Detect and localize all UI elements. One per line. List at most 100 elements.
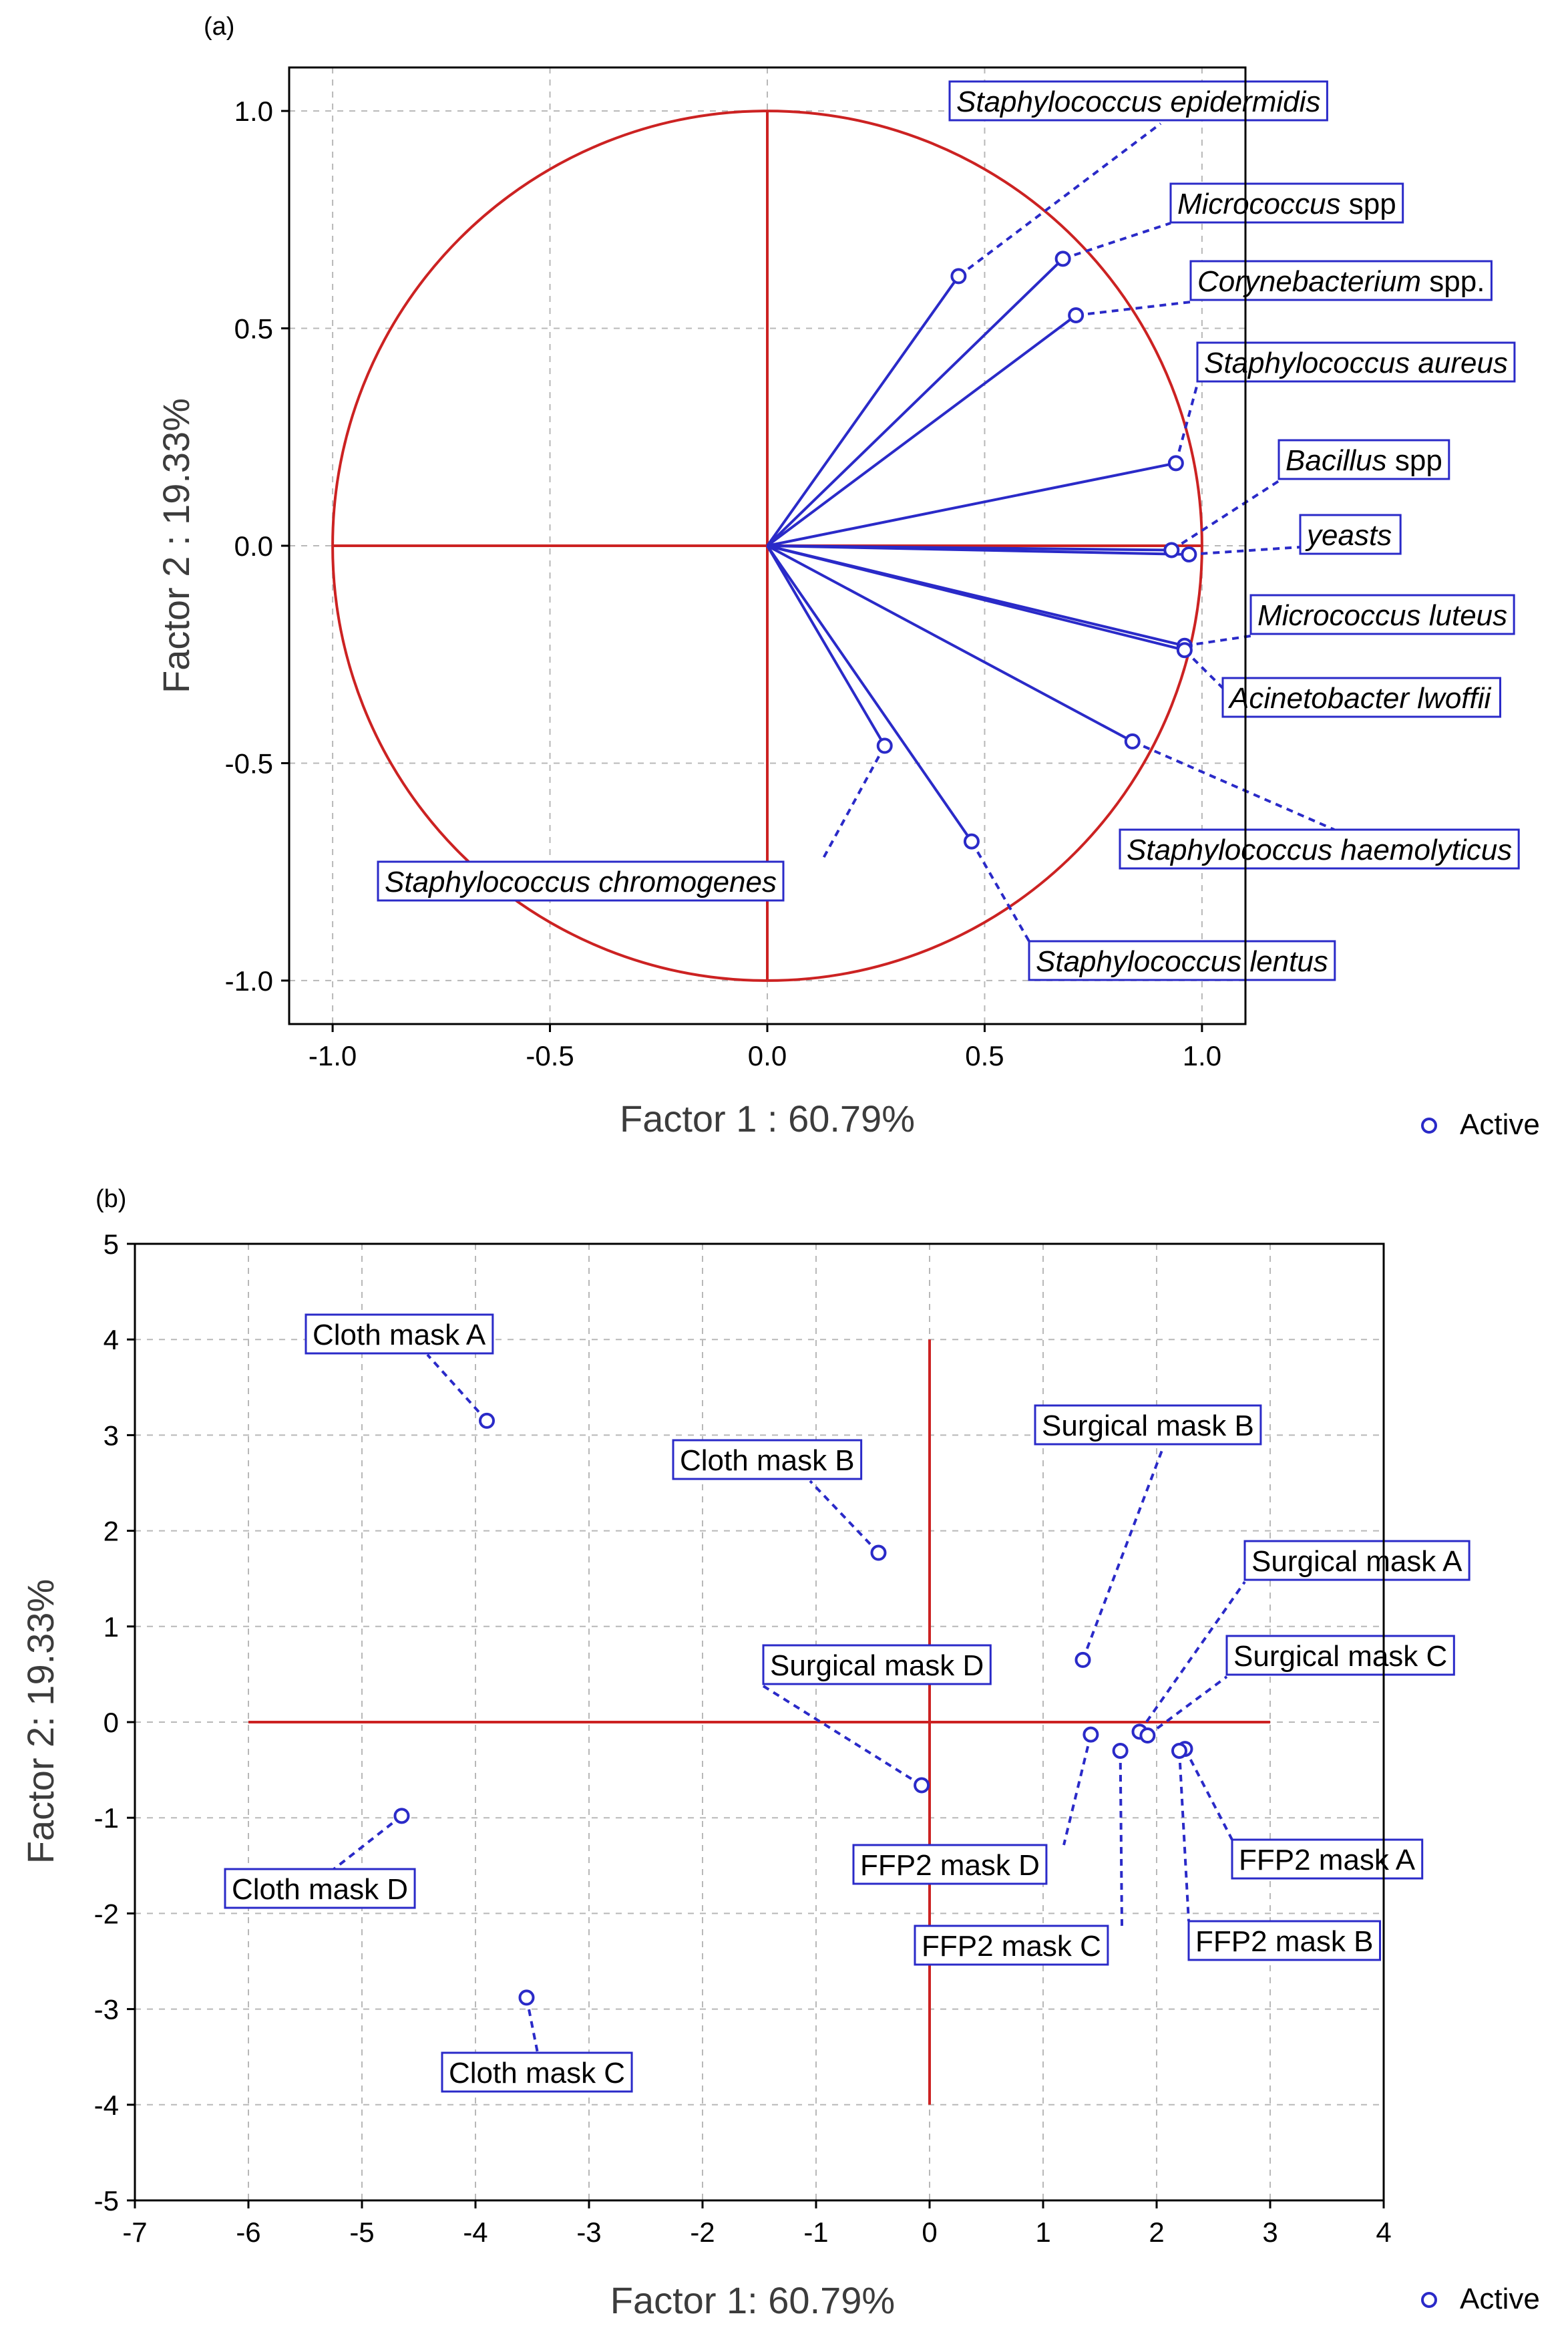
panel-b-labels: Cloth mask A Cloth mask B Cloth mask C Clot… bbox=[224, 1313, 1471, 2093]
label-box-surgical-mask-b bbox=[1034, 1404, 1262, 1446]
b-x-tick-label: 0 bbox=[922, 2216, 937, 2248]
label-part: spp. bbox=[1421, 265, 1485, 298]
label-box-staphylococcus-haemolyticus bbox=[1119, 828, 1520, 870]
label-staphylococcus-lentus: Staphylococcus lentus bbox=[1028, 940, 1336, 981]
label-part: Cloth mask D bbox=[232, 1873, 408, 1906]
b-x-tick-label: 2 bbox=[1149, 2216, 1164, 2248]
label-box-cloth-mask-d bbox=[224, 1868, 416, 1909]
panel-b-legend-label: Active bbox=[1460, 2283, 1540, 2315]
label-ffp2-mask-a: FFP2 mask A bbox=[1231, 1838, 1424, 1880]
panel-a-y-axis-title: Factor 2 : 19.33% bbox=[155, 398, 197, 693]
a-x-tick-label: -1.0 bbox=[309, 1040, 357, 1071]
label-text-cloth-mask-d: Cloth mask D bbox=[232, 1873, 408, 1906]
point-cloth-mask-b bbox=[870, 1544, 887, 1561]
leader-bacillus-spp bbox=[1171, 480, 1280, 552]
label-text-micrococcus-spp: Micrococcus spp bbox=[1177, 188, 1396, 220]
label-text-bacillus-spp: Bacillus spp bbox=[1286, 444, 1442, 477]
point-micrococcus-spp bbox=[1054, 251, 1071, 267]
label-ffp2-mask-d: FFP2 mask D bbox=[852, 1844, 1048, 1885]
label-text-ffp2-mask-d: FFP2 mask D bbox=[860, 1849, 1040, 1882]
a-y-tick-label: -0.5 bbox=[225, 747, 273, 779]
label-part: FFP2 mask A bbox=[1239, 1844, 1416, 1876]
label-box-ffp2-mask-a bbox=[1231, 1838, 1424, 1880]
a-x-tick-label: -0.5 bbox=[526, 1040, 574, 1071]
panel-b-reference-lines bbox=[248, 1339, 1270, 2105]
label-box-staphylococcus-chromogenes bbox=[377, 860, 785, 902]
label-part: FFP2 mask B bbox=[1195, 1925, 1374, 1958]
point-cloth-mask-a bbox=[479, 1412, 495, 1429]
b-y-tick-label: 4 bbox=[104, 1324, 119, 1355]
label-staphylococcus-chromogenes: Staphylococcus chromogenes bbox=[377, 860, 785, 902]
label-part: spp bbox=[1341, 188, 1396, 220]
vector-staphylococcus-chromogenes bbox=[766, 544, 886, 747]
label-cloth-mask-d: Cloth mask D bbox=[224, 1868, 416, 1909]
panel-b-points bbox=[393, 1412, 1193, 2006]
label-part: Staphylococcus haemolyticus bbox=[1127, 834, 1512, 866]
label-box-surgical-mask-c bbox=[1225, 1635, 1455, 1676]
b-x-tick-label: 3 bbox=[1262, 2216, 1278, 2248]
label-box-surgical-mask-a bbox=[1243, 1540, 1471, 1581]
panel-a-legend-marker bbox=[1421, 1118, 1437, 1134]
b-x-tick-label: 4 bbox=[1376, 2216, 1391, 2248]
label-cloth-mask-a: Cloth mask A bbox=[305, 1313, 494, 1355]
point-staphylococcus-chromogenes bbox=[876, 737, 893, 754]
label-ffp2-mask-b: FFP2 mask B bbox=[1187, 1920, 1381, 1961]
label-part: Staphylococcus lentus bbox=[1036, 945, 1328, 978]
label-text-surgical-mask-d: Surgical mask D bbox=[770, 1649, 984, 1682]
label-part: Acinetobacter lwoffii bbox=[1227, 682, 1492, 715]
panel-a-vectors bbox=[766, 257, 1189, 842]
unit-circle bbox=[331, 110, 1203, 982]
label-text-staphylococcus-epidermidis: Staphylococcus epidermidis bbox=[956, 86, 1320, 118]
leader-cloth-mask-d bbox=[333, 1814, 403, 1870]
leader-surgical-mask-b bbox=[1081, 1446, 1165, 1661]
label-text-ffp2-mask-c: FFP2 mask C bbox=[922, 1930, 1101, 1963]
label-box-corynebacterium-spp bbox=[1189, 260, 1493, 301]
label-part: Micrococcus luteus bbox=[1257, 599, 1507, 632]
label-box-ffp2-mask-b bbox=[1187, 1920, 1381, 1961]
panel-a-y-ticks: -1.0 -0.5 0.0 0.5 1.0 bbox=[225, 96, 289, 997]
a-y-tick-label: 0.0 bbox=[234, 530, 273, 562]
leader-staphylococcus-epidermidis bbox=[958, 122, 1162, 278]
b-x-tick-label: -6 bbox=[236, 2216, 260, 2248]
a-x-tick-label: 1.0 bbox=[1183, 1040, 1221, 1071]
label-box-bacillus-spp bbox=[1278, 439, 1450, 480]
vector-micrococcus-spp bbox=[766, 257, 1064, 547]
point-yeasts bbox=[1181, 546, 1197, 563]
panel-a-legend-label: Active bbox=[1460, 1108, 1540, 1141]
a-y-tick-label: 1.0 bbox=[234, 96, 273, 127]
label-corynebacterium-spp: Corynebacterium spp. bbox=[1189, 260, 1493, 301]
label-staphylococcus-haemolyticus: Staphylococcus haemolyticus bbox=[1119, 828, 1520, 870]
label-part: Surgical mask A bbox=[1251, 1545, 1462, 1578]
b-x-tick-label: -2 bbox=[690, 2216, 715, 2248]
panel-b-leaders bbox=[333, 1353, 1246, 2053]
label-text-surgical-mask-c: Surgical mask C bbox=[1233, 1640, 1447, 1673]
label-micrococcus-spp: Micrococcus spp bbox=[1169, 182, 1404, 224]
label-box-micrococcus-spp bbox=[1169, 182, 1404, 224]
panel-a-label: (a) bbox=[204, 13, 234, 41]
label-part: Micrococcus bbox=[1177, 188, 1341, 220]
b-y-tick-label: -3 bbox=[94, 1994, 119, 2025]
a-x-tick-label: 0.0 bbox=[748, 1040, 787, 1071]
b-x-tick-label: -7 bbox=[122, 2216, 147, 2248]
label-text-acinetobacter-lwoffii: Acinetobacter lwoffii bbox=[1227, 682, 1492, 715]
b-y-tick-label: -2 bbox=[94, 1898, 119, 1929]
label-text-ffp2-mask-a: FFP2 mask A bbox=[1239, 1844, 1416, 1876]
vector-staphylococcus-haemolyticus bbox=[767, 544, 1133, 743]
label-surgical-mask-b: Surgical mask B bbox=[1034, 1404, 1262, 1446]
panel-a-labels: Staphylococcus epidermidis Micrococcus sp… bbox=[377, 80, 1520, 981]
label-part: Staphylococcus chromogenes bbox=[385, 866, 777, 898]
vector-acinetobacter-lwoffii bbox=[767, 544, 1185, 652]
label-text-corynebacterium-spp: Corynebacterium spp. bbox=[1197, 265, 1485, 298]
label-text-cloth-mask-a: Cloth mask A bbox=[313, 1319, 486, 1351]
b-y-tick-label: 2 bbox=[104, 1516, 119, 1547]
label-box-staphylococcus-aureus bbox=[1196, 341, 1516, 383]
label-box-yeasts bbox=[1299, 514, 1402, 555]
label-staphylococcus-aureus: Staphylococcus aureus bbox=[1196, 341, 1516, 383]
a-y-tick-label: -1.0 bbox=[225, 965, 273, 997]
label-text-staphylococcus-haemolyticus: Staphylococcus haemolyticus bbox=[1127, 834, 1512, 866]
leader-cloth-mask-a bbox=[426, 1353, 488, 1422]
label-staphylococcus-epidermidis: Staphylococcus epidermidis bbox=[948, 80, 1328, 122]
vector-corynebacterium-spp bbox=[766, 314, 1077, 547]
point-cloth-mask-c bbox=[518, 1989, 535, 2006]
panel-b-scores-plot: (b) Cloth mask A Cloth mask B Cloth mask C… bbox=[19, 1185, 1540, 2321]
